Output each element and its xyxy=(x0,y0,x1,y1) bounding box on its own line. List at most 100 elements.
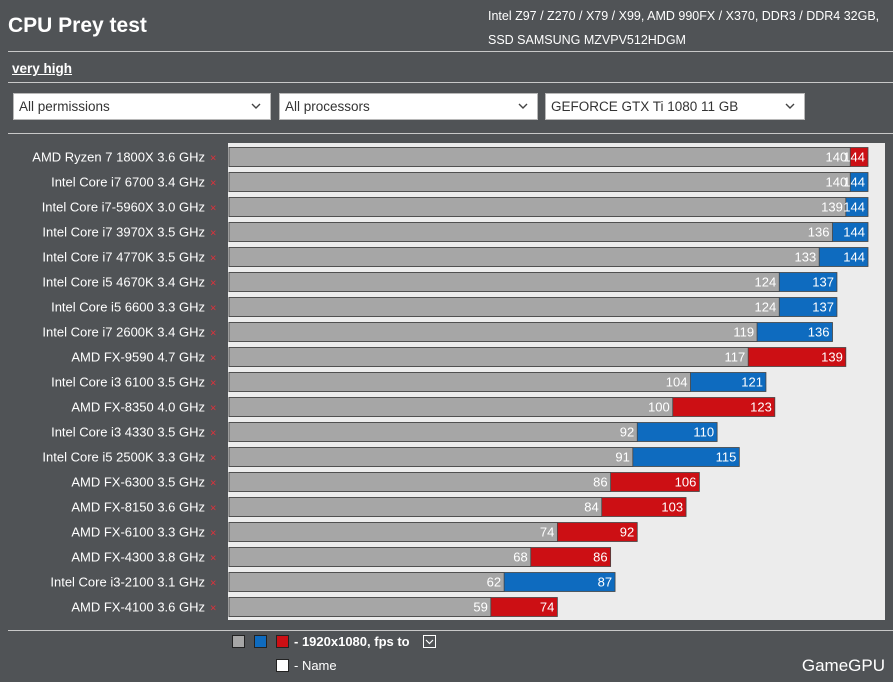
bar-min-fps xyxy=(228,247,820,267)
avg-fps-label: 144 xyxy=(843,250,865,265)
bar-min-fps xyxy=(228,322,758,342)
remove-icon[interactable]: × xyxy=(210,303,216,315)
remove-icon[interactable]: × xyxy=(210,428,216,440)
cpu-label: AMD Ryzen 7 1800X 3.6 GHz xyxy=(32,150,205,165)
min-fps-label: 119 xyxy=(733,325,754,340)
avg-fps-label: 144 xyxy=(843,225,865,240)
remove-icon[interactable]: × xyxy=(210,453,216,465)
min-fps-label: 140 xyxy=(826,175,848,190)
avg-fps-label: 137 xyxy=(812,275,834,290)
bar-min-fps xyxy=(228,397,674,417)
avg-fps-label: 103 xyxy=(661,500,683,515)
bar-min-fps xyxy=(228,172,851,192)
cpu-label: AMD FX-6100 3.3 GHz xyxy=(71,525,205,540)
chevron-down-icon xyxy=(251,103,261,109)
cpu-label: Intel Core i7 4770K 3.5 GHz xyxy=(42,250,205,265)
remove-icon[interactable]: × xyxy=(210,478,216,490)
legend-name-swatch xyxy=(276,659,289,672)
avg-fps-label: 123 xyxy=(750,400,772,415)
quality-link[interactable]: very high xyxy=(12,61,73,76)
bar-min-fps xyxy=(228,272,780,292)
bar-min-fps xyxy=(228,347,749,367)
min-fps-label: 133 xyxy=(794,250,816,265)
legend-min-swatch xyxy=(232,635,245,648)
remove-icon[interactable]: × xyxy=(210,228,216,240)
cpu-label: AMD FX-8150 3.6 GHz xyxy=(71,500,205,515)
bar-min-fps xyxy=(228,372,691,392)
divider-top xyxy=(8,51,893,52)
permissions-select[interactable]: All permissions xyxy=(13,93,271,120)
bar-min-fps xyxy=(228,597,492,617)
min-fps-label: 86 xyxy=(593,475,607,490)
remove-icon[interactable]: × xyxy=(210,378,216,390)
avg-fps-label: 110 xyxy=(693,425,714,440)
legend-name-label: - Name xyxy=(294,658,337,673)
remove-icon[interactable]: × xyxy=(210,578,216,590)
remove-icon[interactable]: × xyxy=(210,353,216,365)
bar-min-fps xyxy=(228,547,532,567)
cpu-label: Intel Core i7 2600K 3.4 GHz xyxy=(42,325,205,340)
avg-fps-label: 106 xyxy=(675,475,697,490)
legend-intel-swatch xyxy=(254,635,267,648)
cpu-label: Intel Core i5 4670K 3.4 GHz xyxy=(42,275,205,290)
avg-fps-label: 86 xyxy=(593,550,607,565)
legend-resolution-label: - 1920x1080, fps to xyxy=(294,634,410,649)
page-title: CPU Prey test xyxy=(8,14,147,37)
avg-fps-label: 92 xyxy=(620,525,634,540)
sort-checkbox-icon[interactable] xyxy=(423,635,436,648)
cpu-label: Intel Core i7 3970X 3.5 GHz xyxy=(42,225,205,240)
remove-icon[interactable]: × xyxy=(210,203,216,215)
divider-quality xyxy=(8,82,893,83)
min-fps-label: 68 xyxy=(513,550,527,565)
cpu-label: Intel Core i5 6600 3.3 GHz xyxy=(51,300,205,315)
cpu-label: Intel Core i7 6700 3.4 GHz xyxy=(51,175,205,190)
avg-fps-label: 139 xyxy=(821,350,843,365)
remove-icon[interactable]: × xyxy=(210,153,216,165)
min-fps-label: 91 xyxy=(615,450,629,465)
min-fps-label: 136 xyxy=(808,225,830,240)
legend-amd-swatch xyxy=(276,635,289,648)
cpu-label: AMD FX-6300 3.5 GHz xyxy=(71,475,205,490)
bar-min-fps xyxy=(228,522,558,542)
avg-fps-label: 144 xyxy=(843,175,865,190)
remove-icon[interactable]: × xyxy=(210,503,216,515)
bar-min-fps xyxy=(228,197,847,217)
avg-fps-label: 144 xyxy=(843,150,865,165)
min-fps-label: 84 xyxy=(584,500,598,515)
divider-bottom xyxy=(8,630,893,631)
min-fps-label: 124 xyxy=(755,275,777,290)
remove-icon[interactable]: × xyxy=(210,178,216,190)
test-spec-line1: Intel Z97 / Z270 / X79 / X99, AMD 990FX … xyxy=(488,9,880,23)
avg-fps-label: 121 xyxy=(741,375,763,390)
remove-icon[interactable]: × xyxy=(210,553,216,565)
min-fps-label: 124 xyxy=(755,300,777,315)
cpu-label: AMD FX-4300 3.8 GHz xyxy=(71,550,205,565)
processors-select[interactable]: All processors xyxy=(279,93,538,120)
avg-fps-label: 87 xyxy=(598,575,612,590)
remove-icon[interactable]: × xyxy=(210,253,216,265)
cpu-label: AMD FX-4100 3.6 GHz xyxy=(71,600,205,615)
chevron-down-icon xyxy=(785,103,795,109)
avg-fps-label: 136 xyxy=(808,325,830,340)
bar-min-fps xyxy=(228,297,780,317)
remove-icon[interactable]: × xyxy=(210,528,216,540)
cpu-label: AMD FX-8350 4.0 GHz xyxy=(71,400,205,415)
gpu-select-value: GEFORCE GTX Ti 1080 11 GB xyxy=(551,99,739,114)
remove-icon[interactable]: × xyxy=(210,278,216,290)
bar-min-fps xyxy=(228,447,634,467)
gpu-select[interactable]: GEFORCE GTX Ti 1080 11 GB xyxy=(545,93,805,120)
chart-label-panel xyxy=(8,143,228,620)
watermark-logo: GameGPU xyxy=(801,656,885,675)
remove-icon[interactable]: × xyxy=(210,403,216,415)
bar-min-fps xyxy=(228,497,603,517)
min-fps-label: 92 xyxy=(620,425,634,440)
bar-min-fps xyxy=(228,422,638,442)
avg-fps-label: 137 xyxy=(812,300,834,315)
remove-icon[interactable]: × xyxy=(210,603,216,615)
chevron-down-icon xyxy=(518,103,528,109)
permissions-select-value: All permissions xyxy=(19,99,110,114)
min-fps-label: 62 xyxy=(487,575,501,590)
remove-icon[interactable]: × xyxy=(210,328,216,340)
bar-min-fps xyxy=(228,147,851,167)
